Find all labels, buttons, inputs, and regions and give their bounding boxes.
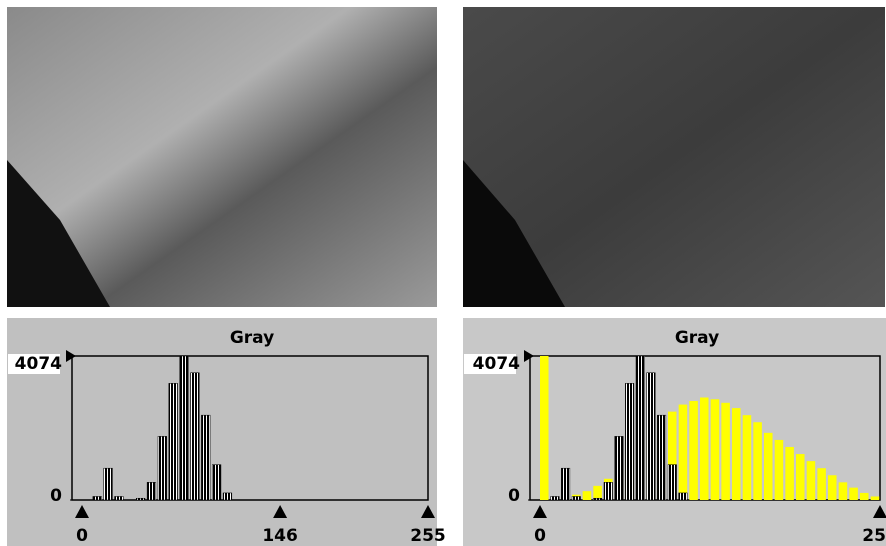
histogram-bar xyxy=(103,467,113,501)
histogram-bar xyxy=(92,496,102,501)
histogram-bar xyxy=(114,496,124,501)
histogram-bar xyxy=(689,401,698,500)
histogram-bar xyxy=(646,372,656,501)
histogram-bar xyxy=(742,415,752,500)
histogram-bar xyxy=(582,491,592,500)
histogram-bar xyxy=(817,468,826,500)
x-tick-label: 146 xyxy=(262,526,298,546)
histogram-bar xyxy=(212,464,222,501)
histogram-bar xyxy=(614,436,624,501)
y-label-bg xyxy=(464,354,516,374)
histogram-bar xyxy=(168,383,178,501)
x-tick-marker xyxy=(273,505,288,518)
histogram-bar xyxy=(179,355,189,501)
histogram-bar xyxy=(540,356,549,500)
y-tick-label: 4074 xyxy=(473,354,520,374)
histogram-bar xyxy=(764,432,773,500)
histogram-bar xyxy=(732,408,741,500)
histogram-bar xyxy=(700,397,709,500)
x-tick-marker xyxy=(75,505,89,518)
histogram-bar xyxy=(753,422,762,500)
histogram-bar xyxy=(571,496,581,501)
histogram-bar xyxy=(678,492,688,501)
histogram-bar xyxy=(593,497,603,501)
histogram-bar xyxy=(136,497,146,501)
sea xyxy=(7,160,110,307)
histogram-bar xyxy=(678,404,688,500)
histogram-bar xyxy=(146,482,157,501)
histogram-bar xyxy=(657,414,667,501)
histogram-bar xyxy=(721,402,730,500)
panel-title: Gray xyxy=(675,328,719,348)
y-label-bg xyxy=(8,354,60,374)
histogram-bar xyxy=(625,383,635,501)
histogram-bar xyxy=(667,464,677,501)
histogram-bar xyxy=(190,372,200,501)
histogram-bar xyxy=(603,482,613,501)
histogram-bar xyxy=(774,439,784,500)
histogram-bar xyxy=(828,475,837,500)
sea xyxy=(463,160,565,307)
histogram-bar xyxy=(550,496,560,501)
x-tick-label: 0 xyxy=(76,526,88,546)
histogram-bar xyxy=(201,414,211,501)
y-tick-label: 0 xyxy=(50,486,62,506)
histogram-bar xyxy=(561,467,571,501)
histogram-bar xyxy=(222,492,233,501)
histogram-bar xyxy=(860,492,869,500)
x-tick-label: 0 xyxy=(534,526,546,546)
panel-title: Gray xyxy=(230,328,274,348)
histogram-bar xyxy=(593,485,602,500)
histogram-bar xyxy=(806,461,816,500)
y-tick-label: 4074 xyxy=(15,354,62,374)
x-tick-label: 255 xyxy=(862,526,886,546)
histogram-bar xyxy=(785,446,794,500)
x-tick-marker xyxy=(873,505,886,518)
y-tick-label: 0 xyxy=(508,486,520,506)
histogram-bar xyxy=(635,355,645,501)
histogram-bar xyxy=(870,496,880,500)
histogram-bar xyxy=(849,487,858,500)
histogram-bar xyxy=(668,411,677,500)
x-tick-marker xyxy=(421,505,435,518)
histogram-bar xyxy=(796,454,805,500)
histogram-bar xyxy=(157,436,167,501)
x-tick-marker xyxy=(533,505,547,518)
histogram-bar xyxy=(838,482,848,500)
histogram-bar xyxy=(710,399,720,500)
plot-frame xyxy=(71,355,429,501)
x-tick-label: 255 xyxy=(410,526,446,546)
